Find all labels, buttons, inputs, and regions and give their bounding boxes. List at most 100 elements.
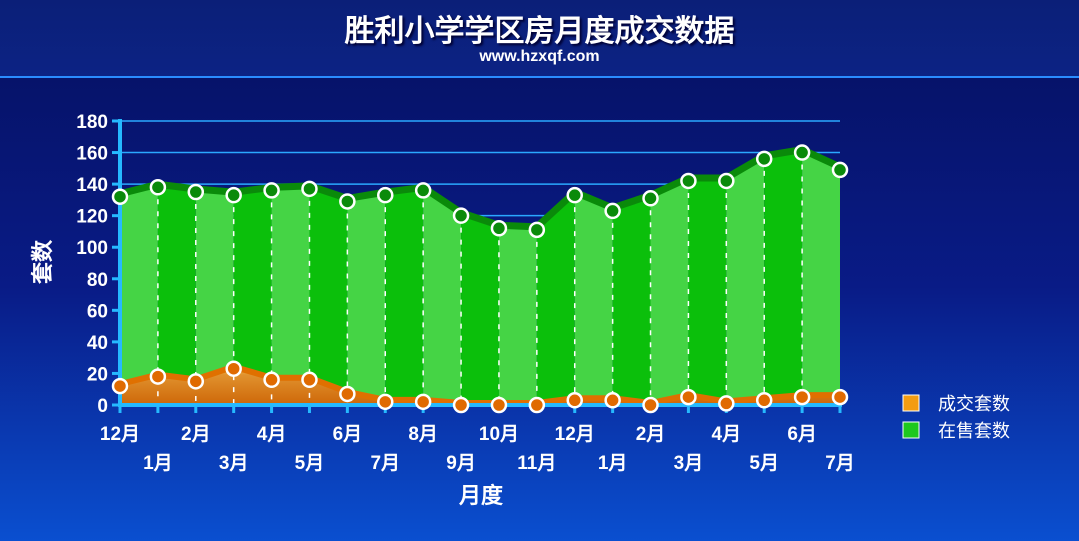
x-tick-label: 7月: [825, 453, 855, 474]
x-tick-label: 5月: [295, 453, 325, 474]
instock-point: [149, 179, 167, 196]
instock-point: [490, 220, 508, 237]
y-tick-label: 20: [87, 364, 108, 385]
instock-point: [339, 193, 356, 210]
instock-area-band: [726, 158, 765, 404]
sold-point: [187, 373, 205, 390]
instock-point: [831, 161, 849, 179]
y-tick-label: 0: [97, 396, 108, 417]
data-points: [111, 144, 849, 414]
instock-point: [263, 182, 280, 199]
sold-point: [604, 392, 621, 409]
x-tick-label: 1月: [143, 453, 173, 474]
sold-point: [111, 377, 129, 395]
instock-area-band: [612, 198, 651, 405]
instock-point: [377, 186, 394, 204]
sold-point: [263, 371, 280, 389]
x-tick-label: 2月: [636, 424, 666, 445]
sold-point: [831, 388, 849, 406]
y-tick-label: 100: [76, 238, 108, 259]
y-tick-label: 120: [76, 207, 108, 228]
instock-point: [301, 180, 318, 198]
sold-point: [452, 396, 470, 414]
sold-point: [642, 396, 659, 414]
instock-area-band: [385, 190, 424, 402]
instock-area-band: [536, 195, 575, 405]
legend-label: 成交套数: [938, 394, 1010, 415]
x-tick-label: 3月: [674, 453, 704, 474]
sold-point: [680, 388, 697, 406]
instock-point: [680, 172, 697, 190]
instock-point: [452, 207, 470, 224]
x-tick-label: 1月: [598, 453, 628, 474]
instock-point: [642, 190, 659, 207]
instock-point: [414, 182, 432, 199]
sold-point: [301, 371, 318, 389]
x-tick-label: 9月: [446, 453, 476, 474]
x-tick-label: 2月: [181, 424, 211, 445]
sold-point: [793, 388, 811, 406]
sold-point: [377, 393, 394, 411]
sold-point: [528, 396, 546, 414]
sold-point: [414, 393, 432, 411]
instock-area-band: [423, 190, 462, 405]
instock-point: [793, 144, 811, 161]
instock-point: [566, 186, 583, 204]
x-tick-label: 8月: [408, 424, 438, 445]
x-axis-title: 月度: [458, 483, 504, 509]
x-tick-label: 3月: [219, 453, 249, 474]
instock-area-band: [347, 195, 386, 402]
instock-area-band: [233, 190, 272, 380]
sold-point: [149, 368, 167, 385]
y-tick-label: 60: [87, 301, 108, 322]
instock-area-band: [802, 152, 840, 398]
x-tick-label: 10月: [479, 424, 519, 445]
y-tick-label: 40: [87, 333, 108, 354]
chart-title: 胜利小学学区房月度成交数据: [344, 14, 735, 49]
sold-point: [566, 392, 583, 409]
sold-point: [718, 395, 735, 412]
y-tick-label: 160: [76, 144, 108, 165]
drop-lines: [157, 152, 803, 405]
instock-area-band: [309, 188, 348, 394]
y-axis-title: 套数: [30, 239, 56, 284]
instock-area-band: [574, 195, 613, 401]
x-tick-label: 7月: [370, 453, 400, 474]
y-tick-label: 80: [87, 270, 108, 291]
sold-point: [225, 360, 242, 377]
instock-point: [111, 188, 129, 205]
x-tick-label: 4月: [712, 424, 742, 445]
x-tick-label: 12月: [100, 424, 140, 445]
x-tick-label: 4月: [257, 424, 287, 445]
instock-area-band: [764, 152, 803, 401]
chart-subtitle: www.hzxqf.com: [479, 48, 600, 65]
y-tick-label: 180: [76, 112, 108, 133]
instock-point: [225, 186, 242, 204]
instock-area-band: [195, 192, 234, 382]
x-tick-label: 11月: [517, 453, 556, 474]
instock-area-band: [271, 188, 310, 380]
sold-area: [120, 368, 840, 405]
sold-point: [755, 392, 773, 409]
sold-point: [490, 396, 508, 414]
x-tick-label: 12月: [555, 424, 595, 445]
instock-area-band: [650, 180, 689, 405]
legend-swatch: [902, 394, 920, 412]
x-tick-label: 5月: [749, 453, 779, 474]
instock-point: [187, 183, 205, 201]
y-tick-label: 140: [76, 175, 108, 196]
tick-labels: 02040608010012014016018012月1月2月3月4月5月6月7…: [76, 112, 854, 474]
instock-area-band: [461, 215, 499, 405]
instock-point: [755, 150, 773, 168]
instock-point: [718, 172, 735, 190]
instock-point: [604, 202, 621, 220]
instock-point: [528, 221, 546, 239]
legend-swatch: [902, 421, 920, 439]
x-tick-label: 6月: [333, 424, 363, 445]
sold-point: [339, 385, 356, 403]
instock-area-band: [120, 187, 158, 387]
instock-area-band: [688, 180, 727, 404]
legend-label: 在售套数: [938, 421, 1010, 442]
